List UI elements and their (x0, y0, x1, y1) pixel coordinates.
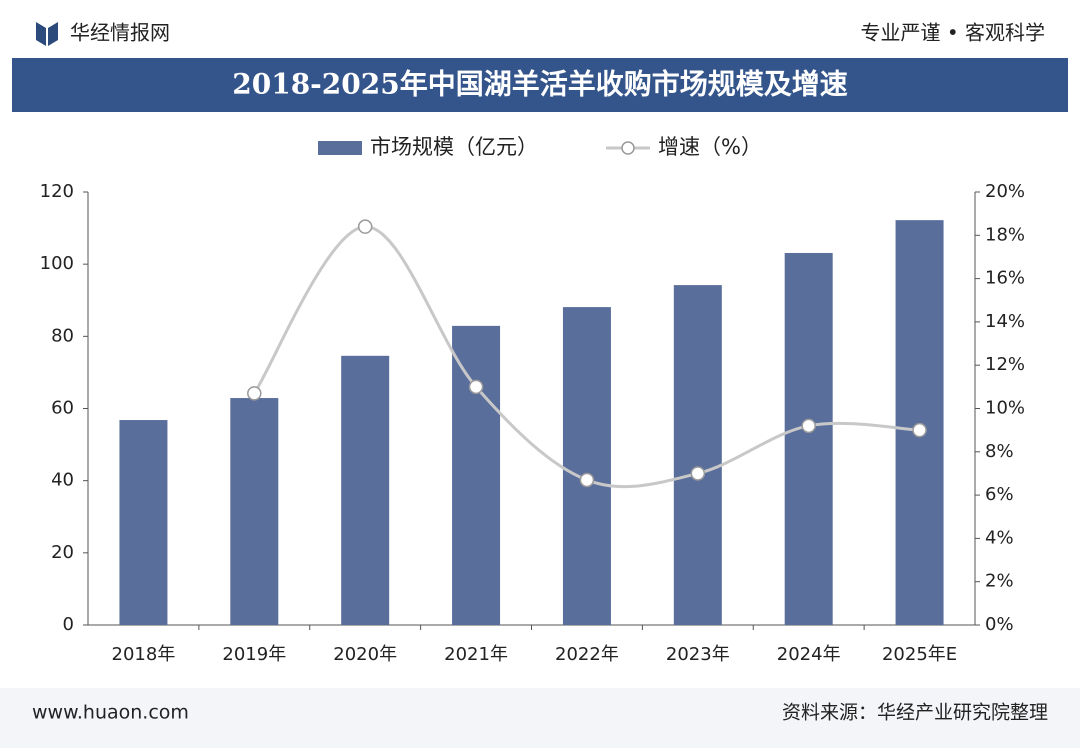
bar (895, 220, 944, 625)
y2-tick-label: 8% (985, 441, 1014, 462)
y-tick-label: 100 (40, 253, 74, 274)
slogan: 专业严谨 • 客观科学 (860, 21, 1045, 45)
legend-marker (621, 141, 635, 155)
x-tick-label: 2023年 (666, 644, 730, 665)
legend-label: 市场规模（亿元） (370, 135, 538, 159)
line-marker (579, 472, 595, 488)
x-tick-label: 2022年 (555, 644, 619, 665)
line-marker (912, 422, 927, 438)
website: www.huaon.com (32, 702, 189, 724)
y-tick-label: 120 (40, 181, 74, 202)
y2-tick-label: 6% (985, 484, 1014, 505)
y-tick-label: 60 (51, 398, 74, 419)
y-tick-label: 20 (51, 542, 74, 563)
legend-swatch (318, 141, 362, 155)
y2-tick-label: 14% (985, 311, 1025, 332)
y-tick-label: 0 (63, 614, 74, 635)
x-tick-label: 2024年 (777, 644, 841, 665)
y-tick-label: 40 (51, 470, 74, 491)
line-marker (801, 418, 816, 434)
bar (119, 420, 168, 625)
line-marker (247, 386, 262, 401)
bar (673, 285, 722, 625)
x-tick-label: 2018年 (112, 644, 176, 665)
y-tick-label: 80 (51, 325, 74, 346)
brand: 华经情报网 (70, 21, 170, 45)
y2-tick-label: 16% (985, 268, 1025, 289)
y2-tick-label: 12% (985, 354, 1025, 375)
line (253, 225, 920, 489)
y2-tick-label: 10% (985, 398, 1025, 419)
x-tick-label: 2025年E (882, 644, 957, 665)
y2-tick-label: 20% (985, 181, 1025, 202)
y2-tick-label: 18% (985, 224, 1025, 245)
bar (341, 355, 390, 625)
logo (36, 22, 58, 46)
chart-title: 2018-2025年中国湖羊活羊收购市场规模及增速 (232, 68, 847, 101)
line-marker (690, 466, 706, 481)
line-marker (468, 379, 484, 395)
bar (452, 325, 501, 625)
title-band (12, 58, 1068, 112)
x-tick-label: 2021年 (444, 644, 508, 665)
x-tick-label: 2019年 (222, 644, 286, 665)
source: 资料来源：华经产业研究院整理 (782, 702, 1048, 724)
bar (562, 307, 611, 625)
bar (230, 398, 279, 625)
line-marker (357, 219, 373, 234)
x-tick-label: 2020年 (333, 644, 397, 665)
bar (784, 252, 833, 625)
footer-band (0, 688, 1080, 748)
legend-label: 增速（%） (658, 135, 762, 159)
y2-tick-label: 4% (985, 527, 1014, 548)
y2-tick-label: 0% (985, 614, 1014, 635)
y2-tick-label: 2% (985, 571, 1014, 592)
